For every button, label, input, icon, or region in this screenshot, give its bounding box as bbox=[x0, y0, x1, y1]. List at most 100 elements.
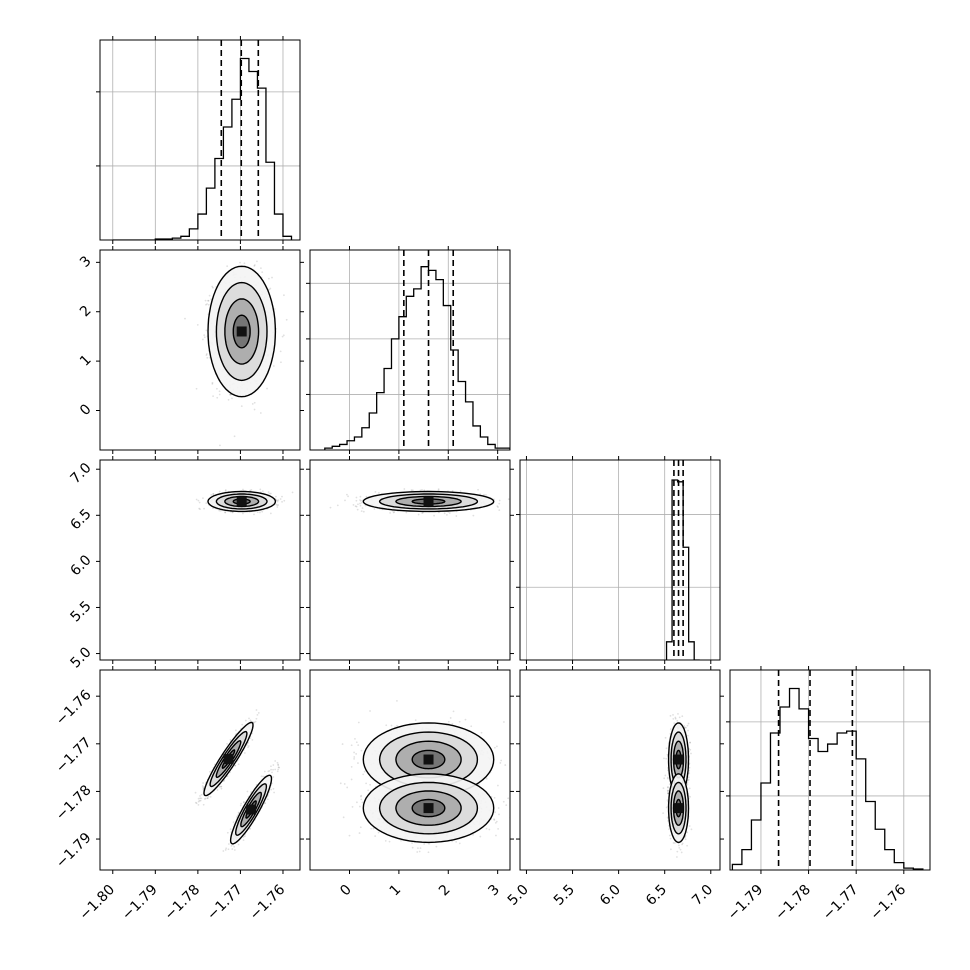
sample-point bbox=[477, 488, 479, 491]
sample-point bbox=[267, 491, 270, 494]
sample-point bbox=[433, 514, 435, 517]
sample-point bbox=[459, 490, 462, 493]
sample-point bbox=[205, 303, 207, 306]
sample-point bbox=[393, 511, 396, 513]
sample-point bbox=[224, 490, 227, 493]
sample-point bbox=[443, 512, 446, 515]
panel-frame bbox=[309, 249, 511, 451]
sample-point bbox=[281, 500, 283, 503]
sample-point bbox=[249, 719, 252, 722]
sample-point bbox=[259, 488, 262, 491]
panel-frame bbox=[99, 459, 301, 661]
sample-point bbox=[279, 498, 282, 500]
sample-point bbox=[200, 793, 203, 796]
sample-point bbox=[219, 509, 222, 512]
sample-point bbox=[226, 265, 229, 268]
sample-point bbox=[266, 387, 268, 390]
sample-point bbox=[229, 393, 232, 396]
sample-point bbox=[279, 350, 282, 353]
sample-point bbox=[498, 509, 501, 512]
sample-point bbox=[352, 503, 355, 506]
sample-point bbox=[234, 764, 236, 767]
sample-point bbox=[184, 317, 186, 320]
panel-content bbox=[329, 488, 518, 517]
sample-point bbox=[195, 387, 198, 390]
sample-point bbox=[498, 502, 501, 505]
sample-point bbox=[259, 511, 261, 514]
histogram-panel bbox=[516, 459, 721, 661]
sample-point bbox=[437, 488, 440, 491]
sample-point bbox=[204, 299, 207, 302]
sample-point bbox=[347, 495, 349, 498]
sample-point bbox=[240, 405, 243, 408]
sample-point bbox=[359, 500, 362, 502]
sample-point bbox=[224, 511, 227, 514]
sample-point bbox=[280, 361, 282, 364]
histogram-step bbox=[731, 687, 924, 870]
sample-point bbox=[356, 508, 359, 511]
sample-point bbox=[211, 507, 214, 510]
sample-point bbox=[403, 488, 406, 490]
sample-point bbox=[207, 303, 210, 306]
sample-point bbox=[209, 795, 212, 798]
sample-point bbox=[355, 505, 358, 508]
sample-point bbox=[271, 276, 273, 279]
density-peak bbox=[236, 496, 247, 507]
sample-point bbox=[247, 746, 249, 749]
sample-point bbox=[242, 488, 244, 491]
panel-content bbox=[194, 709, 281, 852]
sample-point bbox=[251, 403, 254, 405]
sample-point bbox=[233, 435, 236, 438]
sample-point bbox=[196, 323, 199, 326]
sample-point bbox=[485, 493, 487, 496]
sample-point bbox=[226, 742, 228, 745]
sample-point bbox=[208, 356, 211, 359]
sample-point bbox=[210, 493, 213, 496]
histogram-panel bbox=[306, 249, 511, 451]
sample-point bbox=[249, 489, 252, 492]
histogram-panel bbox=[726, 669, 931, 871]
sample-point bbox=[285, 318, 288, 321]
sample-point bbox=[211, 383, 214, 385]
scatter-panel bbox=[99, 669, 301, 871]
sample-point bbox=[268, 492, 271, 495]
sample-point bbox=[276, 500, 279, 503]
sample-point bbox=[276, 504, 279, 507]
sample-point bbox=[197, 800, 200, 803]
sample-point bbox=[421, 488, 423, 491]
sample-point bbox=[378, 492, 380, 494]
sample-point bbox=[472, 514, 475, 517]
sample-point bbox=[231, 397, 233, 400]
histogram-panel bbox=[96, 39, 301, 241]
sample-point bbox=[250, 488, 253, 491]
sample-point bbox=[206, 356, 209, 359]
sample-point bbox=[239, 261, 241, 264]
sample-point bbox=[354, 505, 357, 508]
sample-point bbox=[269, 512, 272, 515]
sample-point bbox=[203, 507, 205, 510]
sample-point bbox=[253, 513, 255, 516]
sample-point bbox=[277, 499, 280, 502]
sample-point bbox=[359, 499, 361, 501]
sample-point bbox=[268, 288, 271, 291]
sample-point bbox=[496, 505, 499, 508]
sample-point bbox=[275, 499, 278, 502]
sample-point bbox=[272, 365, 275, 367]
sample-point bbox=[259, 412, 262, 414]
sample-point bbox=[197, 803, 200, 806]
sample-point bbox=[374, 490, 377, 493]
sample-point bbox=[205, 353, 208, 355]
panel-frame bbox=[309, 459, 511, 661]
sample-point bbox=[199, 508, 202, 511]
sample-point bbox=[291, 491, 294, 494]
sample-point bbox=[497, 506, 499, 508]
sample-point bbox=[201, 785, 204, 787]
sample-point bbox=[247, 745, 250, 747]
sample-point bbox=[229, 393, 232, 396]
sample-point bbox=[360, 510, 363, 513]
sample-point bbox=[281, 335, 284, 338]
sample-point bbox=[498, 499, 501, 502]
sample-point bbox=[216, 387, 218, 390]
density-peak bbox=[236, 326, 247, 337]
sample-point bbox=[516, 499, 518, 501]
